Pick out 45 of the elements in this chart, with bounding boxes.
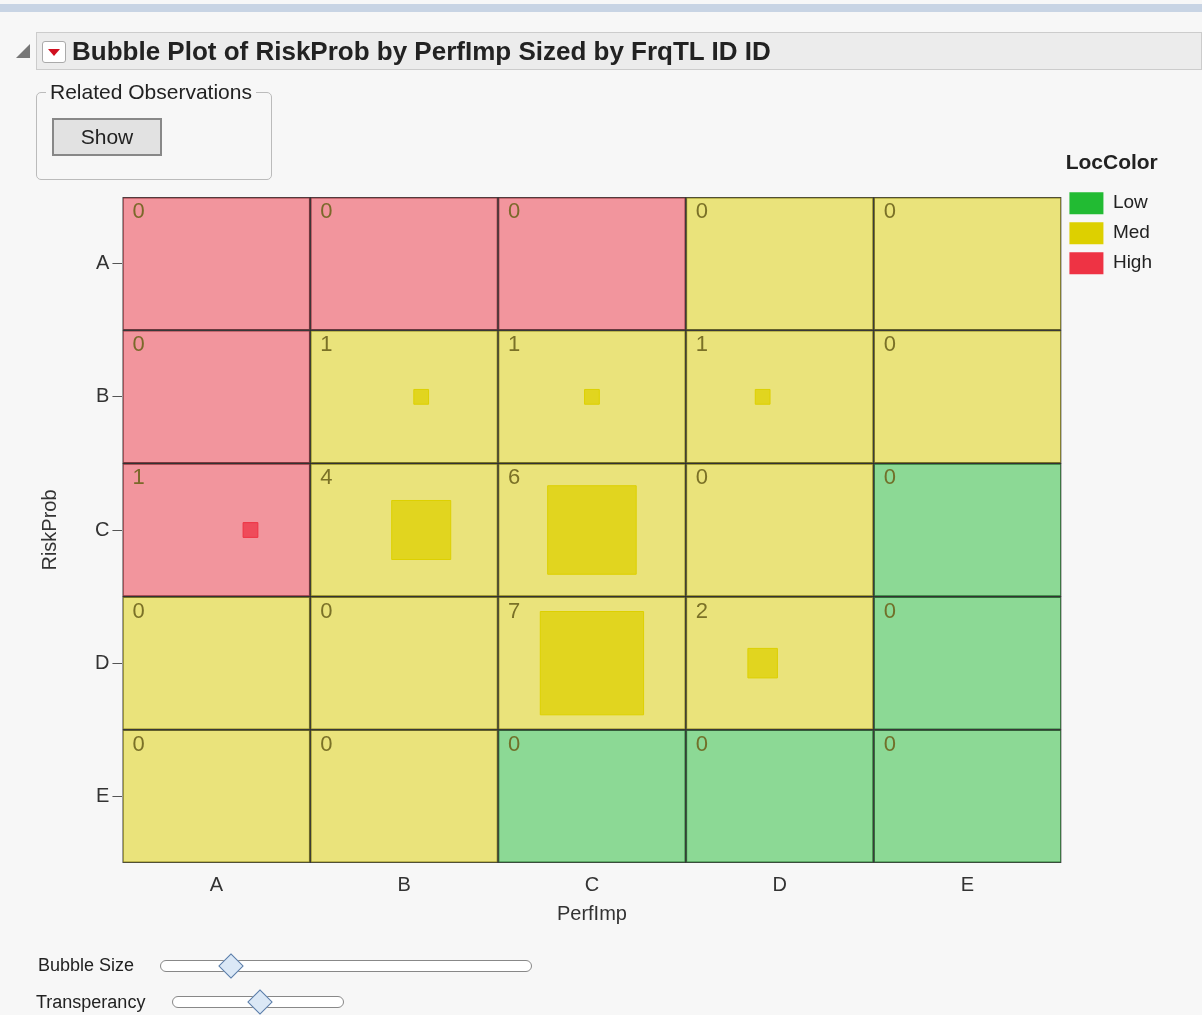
data-label: 2	[695, 597, 709, 623]
data-label: 0	[132, 730, 145, 756]
x-tick-label: C	[584, 873, 600, 896]
data-label: 0	[508, 198, 521, 224]
text: Related Observations	[46, 80, 256, 104]
data-label: 4	[320, 464, 333, 490]
y-axis-title: RiskProb	[37, 489, 60, 571]
data-label: 0	[320, 730, 333, 756]
x-tick-label: E	[960, 873, 975, 896]
data-label: 0	[883, 464, 896, 490]
chart-title: Bubble Plot of RiskProb by PerfImp Sized by FrqTL ID ID	[72, 36, 771, 67]
legend-label: Med	[1112, 221, 1150, 243]
data-label: 0	[132, 198, 145, 224]
y-tick-label: C	[94, 517, 110, 540]
x-axis-title: PerfImp	[556, 902, 627, 925]
data-label: 0	[695, 464, 709, 490]
data-label: 0	[883, 198, 896, 224]
data-label: 0	[883, 597, 896, 623]
data-label: 1	[508, 331, 521, 357]
data-label: 6	[508, 464, 521, 490]
data-label: 0	[883, 730, 896, 756]
data-label: 1	[695, 331, 709, 357]
data-label: 1	[320, 331, 333, 357]
y-tick-label: B	[96, 384, 110, 407]
data-label: 1	[132, 464, 145, 490]
x-tick-label: D	[772, 873, 787, 896]
data-label: 0	[320, 597, 333, 623]
x-tick-label: B	[397, 873, 411, 896]
x-tick-label: A	[209, 873, 224, 896]
data-label: 0	[132, 331, 145, 357]
text: Transperancy	[36, 992, 146, 1013]
data-label: 0	[132, 597, 145, 623]
data-label: 0	[508, 730, 521, 756]
legend-label: Low	[1112, 191, 1149, 213]
data-label: 0	[695, 730, 709, 756]
y-tick-label: E	[96, 783, 110, 806]
y-tick-label: A	[96, 251, 111, 274]
legend-title: LocColor	[1065, 150, 1158, 174]
data-label: 0	[695, 198, 709, 224]
data-label: 0	[883, 331, 896, 357]
text: Bubble Size	[38, 955, 135, 976]
data-label: 7	[508, 597, 521, 623]
y-tick-label: D	[94, 650, 110, 673]
legend-label: High	[1112, 251, 1152, 273]
data-label: 0	[320, 198, 333, 224]
